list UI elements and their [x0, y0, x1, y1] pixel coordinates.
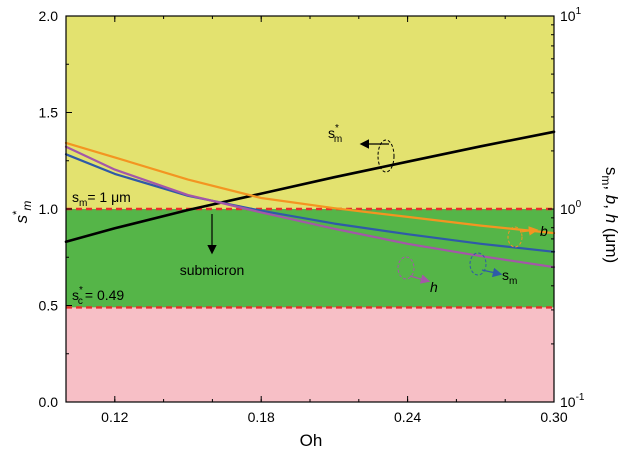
annot-sm-eq-val: = 1 μm: [87, 189, 130, 205]
annot-sm-blue-base: s: [502, 267, 509, 283]
annot-sm-star-sup: *: [335, 123, 339, 134]
y-right-tick-label-1: 100: [560, 199, 582, 217]
x-axis-title: Oh: [300, 431, 323, 450]
annot-h-circle: [397, 256, 415, 280]
annot-b-arrow: [519, 226, 539, 236]
annot-sm-star: s* m: [328, 123, 342, 145]
right-axis-title: sm, b, h (μm): [599, 167, 621, 263]
annot-sc-base: s: [72, 287, 79, 303]
annot-sc-val: = 0.49: [85, 287, 125, 303]
right-axis-title-unit: (μm): [602, 223, 621, 263]
y-left-tick-label-2: 1.0: [39, 201, 59, 217]
x-tick-label-3: 0.30: [540, 409, 567, 425]
y-right-tick-label-2: 101: [560, 6, 582, 24]
annot-sc-sub: c: [78, 296, 83, 307]
right-axis-title-h: h: [602, 214, 621, 223]
annot-h-arrow: [409, 274, 431, 284]
annot-sc-sup: *: [79, 285, 83, 296]
left-axis-title-s: s: [12, 214, 31, 223]
series-lines: [64, 130, 556, 269]
y-left-tick-label-0: 0.0: [39, 394, 59, 410]
axis-ticks: 0.12 0.18 0.24 0.300.00.51.01.52.010-110010…: [39, 6, 585, 425]
annot-sm-star-circle: [377, 139, 395, 173]
y-right-tick-exponent-0: -1: [576, 392, 585, 403]
region-2: [66, 307, 554, 402]
left-axis-title: s*m: [11, 201, 34, 224]
annot-b: b: [540, 223, 548, 239]
series-line-3: [64, 145, 556, 269]
right-axis-title-s: s: [602, 167, 621, 176]
y-right-tick-exponent-2: 1: [576, 6, 582, 17]
y-left-tick-label-3: 1.5: [39, 105, 59, 121]
y-left-tick-label-4: 2.0: [39, 8, 59, 24]
annot-sm-eq-base: s: [72, 189, 79, 205]
annot-sm-blue: sm: [502, 267, 517, 287]
left-axis-title-star: *: [11, 210, 23, 215]
series-line-1: [64, 141, 556, 235]
annot-sc: s* c = 0.49: [72, 285, 124, 307]
y-right-tick-label-0: 10-1: [560, 392, 585, 410]
annot-submicron: submicron: [180, 262, 245, 278]
annot-sm-blue-circle: [469, 252, 487, 276]
x-tick-label-1: 0.18: [248, 409, 275, 425]
right-axis-title-comma: ,: [602, 204, 621, 213]
x-tick-label-2: 0.24: [394, 409, 421, 425]
series-line-2: [64, 153, 556, 253]
region-0: [66, 16, 554, 209]
annot-sm-eq-sub: m: [79, 198, 87, 209]
right-axis-title-m: m: [599, 175, 613, 185]
annot-h: h: [430, 279, 438, 295]
annot-sm-blue-sub: m: [509, 276, 517, 287]
annot-sm-star-base: s: [328, 125, 335, 141]
y-right-tick-exponent-1: 0: [576, 199, 582, 210]
annot-b-circle: [507, 226, 523, 248]
annotations: s* m sm= 1 μm submicron s* c = 0.49 b sm h: [72, 123, 548, 307]
annot-sm-eq: sm= 1 μm: [72, 189, 131, 209]
reference-lines: [66, 207, 554, 309]
annot-sm-blue-arrow: [481, 267, 503, 278]
right-axis-title-rest: ,: [602, 185, 621, 194]
series-line-0: [64, 130, 556, 244]
x-tick-label-0: 0.12: [101, 409, 128, 425]
right-axis-title-b: b: [602, 195, 621, 204]
y-left-tick-label-1: 0.5: [39, 298, 59, 314]
annot-sm-star-sub: m: [334, 134, 342, 145]
left-axis-title-m: m: [20, 201, 34, 211]
